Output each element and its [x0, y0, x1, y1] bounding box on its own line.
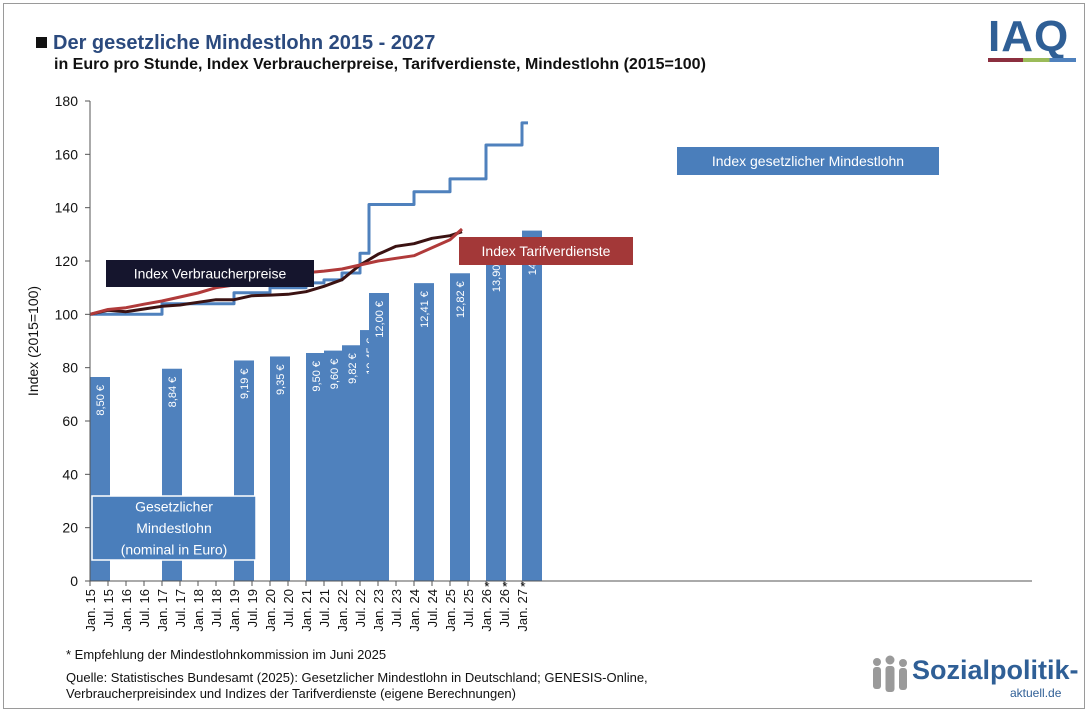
label-index-verbraucherpreise: Index Verbraucherpreise — [106, 260, 314, 287]
bar-value-label: 12,41 € — [419, 291, 431, 328]
y-tick-label: 140 — [55, 200, 79, 216]
footnote: * Empfehlung der Mindestlohnkommission i… — [66, 647, 387, 662]
x-tick-label: Jul. 23 — [389, 589, 404, 627]
y-tick-label: 80 — [62, 360, 78, 376]
x-tick-label: Jul. 16 — [137, 589, 152, 627]
x-tick-label: Jul. 25 — [461, 589, 476, 627]
bar-value-label: 9,19 € — [239, 368, 251, 399]
x-tick-label: Jul. 22 — [353, 589, 368, 627]
x-tick-label: Jan. 23 — [371, 589, 386, 632]
label-bar-legend-text: (nominal in Euro) — [121, 541, 228, 557]
source-line-2: Verbraucherpreisindex und Indizes der Ta… — [66, 686, 516, 701]
label-bar-legend: Gesetzlicher Mindestlohn (nominal in Euro) — [91, 495, 257, 561]
bar-value-label: 9,60 € — [329, 359, 341, 390]
iaq-logo-bar — [988, 58, 1076, 62]
brand-logo-sub: aktuell.de — [1010, 686, 1062, 700]
y-tick-label: 20 — [62, 520, 78, 536]
bar-mindestlohn — [414, 283, 434, 581]
title-bullet-icon — [36, 37, 47, 48]
bar-mindestlohn — [522, 230, 542, 581]
chart-subtitle: in Euro pro Stunde, Index Verbraucherpre… — [54, 56, 706, 73]
chart-title: Der gesetzliche Mindestlohn 2015 - 2027 — [53, 32, 436, 54]
bar-value-label: 9,82 € — [347, 353, 359, 384]
y-tick-label: 120 — [55, 253, 79, 269]
x-tick-label: Jul. 15 — [101, 589, 116, 627]
x-tick-label: Jul. 17 — [173, 589, 188, 627]
y-tick-label: 40 — [62, 466, 78, 482]
bar-mindestlohn — [486, 247, 506, 581]
x-tick-label: Jan. 20 — [263, 589, 278, 632]
label-bar-legend-bg — [91, 495, 257, 561]
x-tick-label: Jul. 19 — [245, 589, 260, 627]
x-tick-star: * — [484, 579, 489, 594]
y-tick-label: 60 — [62, 413, 78, 429]
line-index-verbraucherpreise — [89, 230, 463, 316]
people-logo-icon — [873, 655, 907, 692]
bar-value-label: 12,82 € — [455, 281, 467, 318]
label-index-verbraucherpreise-text: Index Verbraucherpreise — [134, 266, 287, 282]
x-tick-label: Jan. 21 — [299, 589, 314, 632]
label-index-mindestlohn: Index gesetzlicher Mindestlohn — [677, 147, 939, 175]
x-tick-label: Jan. 15 — [83, 589, 98, 632]
x-tick-label: Jul. 21 — [317, 589, 332, 627]
bar-mindestlohn — [324, 350, 344, 581]
label-index-tarifverdienste-text: Index Tarifverdienste — [482, 243, 611, 259]
iaq-logo: IAQ — [988, 12, 1070, 61]
label-index-mindestlohn-text: Index gesetzlicher Mindestlohn — [712, 153, 904, 169]
bar-mindestlohn — [270, 356, 290, 581]
x-tick-label: Jan. 24 — [407, 589, 422, 632]
x-tick-label: Jan. 25 — [443, 589, 458, 632]
y-tick-label: 100 — [55, 306, 79, 322]
x-tick-label: Jul. 26 — [497, 589, 512, 627]
y-tick-label: 180 — [55, 93, 79, 109]
x-tick-star: * — [520, 579, 525, 594]
label-index-tarifverdienste: Index Tarifverdienste — [459, 237, 633, 265]
label-bar-legend-text: Gesetzlicher — [135, 499, 213, 515]
x-tick-label: Jul. 24 — [425, 589, 440, 627]
label-index-mindestlohn-bg — [677, 147, 939, 175]
chart-frame — [3, 3, 1085, 709]
bar-value-label: 9,35 € — [275, 364, 287, 395]
bar-value-label: 8,50 € — [95, 385, 107, 416]
y-tick-label: 0 — [70, 573, 78, 589]
label-index-verbraucherpreise-bg — [106, 260, 314, 287]
y-tick-label: 160 — [55, 146, 79, 162]
x-tick-label: Jul. 18 — [209, 589, 224, 627]
bar-mindestlohn — [369, 293, 389, 581]
bar-mindestlohn — [306, 353, 326, 581]
bar-mindestlohn — [450, 273, 470, 581]
axes-layer: 0 20 40 60 80 100 120 140 160 180 Index (2015=100)… — [25, 93, 1032, 632]
x-tick-label: Jan. 18 — [191, 589, 206, 632]
x-tick-label: Jan. 22 — [335, 589, 350, 632]
bar-mindestlohn — [342, 345, 362, 581]
brand-logo: Sozialpolitik- — [912, 655, 1079, 685]
label-bar-legend-text: Mindestlohn — [136, 520, 212, 536]
x-tick-label: Jan. 27 — [515, 589, 530, 632]
y-axis-label: Index (2015=100) — [25, 286, 41, 396]
x-tick-label: Jul. 20 — [281, 589, 296, 627]
x-tick-star: * — [502, 579, 507, 594]
annotation-layer: Index gesetzlicher Mindestlohn Index Tari… — [91, 147, 939, 561]
title-block: Der gesetzliche Mindestlohn 2015 - 2027 — [36, 32, 435, 55]
x-tick-label: Jan. 19 — [227, 589, 242, 632]
x-tick-label: Jan. 17 — [155, 589, 170, 632]
label-index-tarifverdienste-bg — [459, 237, 633, 265]
bar-value-label: 8,84 € — [167, 377, 179, 408]
x-tick-label: Jan. 16 — [119, 589, 134, 632]
source-line-1: Quelle: Statistisches Bundesamt (2025): … — [66, 670, 648, 685]
x-tick-label: Jan. 26 — [479, 589, 494, 632]
bar-value-label: 9,50 € — [311, 361, 323, 392]
bar-value-label: 12,00 € — [374, 301, 386, 338]
